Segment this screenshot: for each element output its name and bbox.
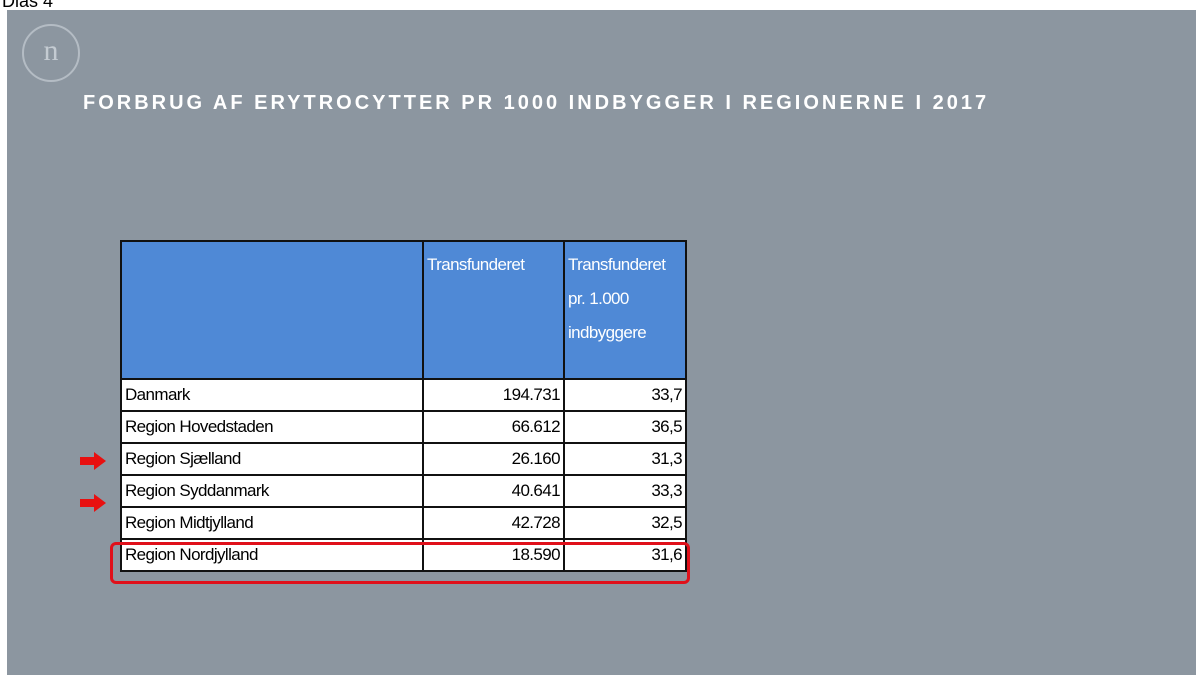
table-cell: Region Hovedstaden	[120, 410, 424, 444]
header-cell: Transfunderet	[422, 240, 565, 380]
header-cell	[120, 240, 424, 380]
table-row: Danmark 194.731 33,7	[120, 378, 687, 412]
table-cell: 26.160	[422, 442, 565, 476]
logo: n	[22, 24, 80, 82]
arrow	[80, 452, 106, 470]
table-cell: 36,5	[563, 410, 687, 444]
highlight-box	[110, 542, 690, 584]
table-cell: 33,3	[563, 474, 687, 508]
table-row: Region Sjælland 26.160 31,3	[120, 442, 687, 476]
slide-title: FORBRUG AF ERYTROCYTTER PR 1000 INDBYGGE…	[83, 92, 990, 114]
table-cell: 33,7	[563, 378, 687, 412]
table-row: Region Syddanmark 40.641 33,3	[120, 474, 687, 508]
table-cell: 31,3	[563, 442, 687, 476]
table-cell: 42.728	[422, 506, 565, 540]
data-table: Transfunderet Transfunderet pr. 1.000 in…	[120, 240, 687, 572]
table-cell: Danmark	[120, 378, 424, 412]
arrow	[80, 494, 106, 512]
table-cell: 40.641	[422, 474, 565, 508]
table-cell: 194.731	[422, 378, 565, 412]
page-label: Dias 4	[2, 0, 54, 11]
header-cell: Transfunderet pr. 1.000 indbyggere	[563, 240, 687, 380]
table-cell: Region Sjælland	[120, 442, 424, 476]
table-cell: Region Syddanmark	[120, 474, 424, 508]
table-row: Region Midtjylland 42.728 32,5	[120, 506, 687, 540]
header-row: Transfunderet Transfunderet pr. 1.000 in…	[120, 240, 687, 380]
table-cell: Region Midtjylland	[120, 506, 424, 540]
table-cell: 32,5	[563, 506, 687, 540]
table-row: Region Hovedstaden 66.612 36,5	[120, 410, 687, 444]
table-cell: 66.612	[422, 410, 565, 444]
